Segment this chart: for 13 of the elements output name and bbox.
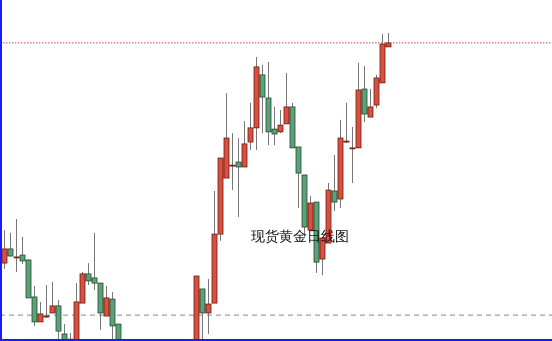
candlestick xyxy=(14,218,20,273)
candlestick xyxy=(236,138,242,218)
candlestick xyxy=(104,285,110,317)
candlestick xyxy=(332,154,338,212)
candlestick xyxy=(8,232,14,258)
candlestick xyxy=(368,88,374,118)
candlestick xyxy=(206,278,212,334)
candlestick xyxy=(2,230,8,270)
candlestick xyxy=(242,120,248,168)
candlestick xyxy=(284,72,290,124)
candlestick xyxy=(50,281,56,314)
candlestick xyxy=(278,110,284,134)
candlestick xyxy=(260,64,266,134)
